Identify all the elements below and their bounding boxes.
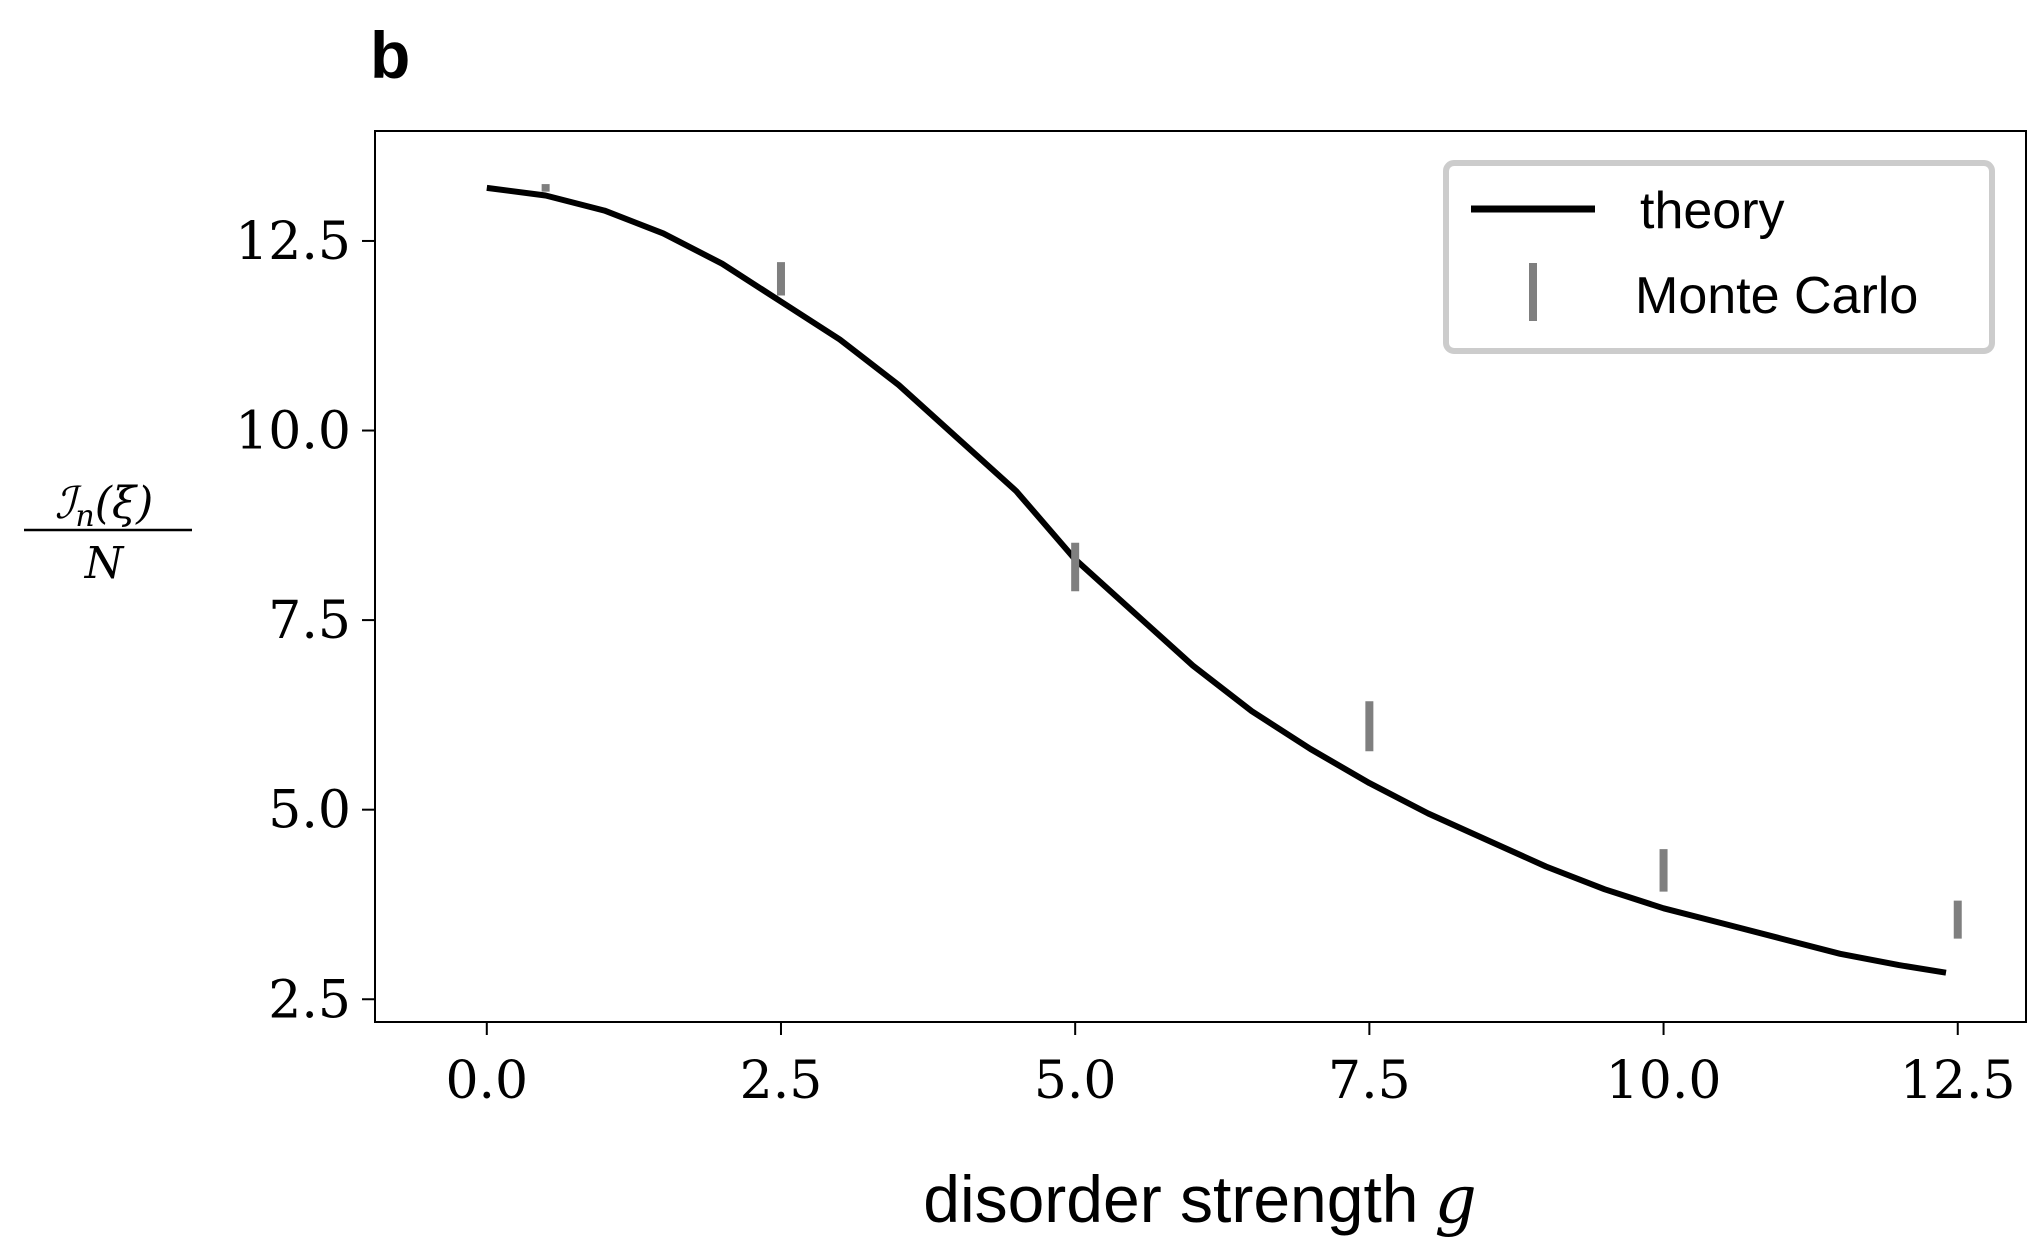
x-tick-label: 12.5 [1900,1051,2016,1111]
y-tick-label: 10.0 [235,402,351,462]
x-axis-label-symbol: g [1435,1161,1477,1238]
y-axis-ticks: 2.5 5.0 7.5 10.0 12.5 [235,212,375,1030]
x-axis-label: disorder strength g [923,1161,1477,1238]
x-tick-label: 10.0 [1606,1051,1722,1111]
y-axis-label-numerator: ℐn(ξ) [55,478,154,534]
x-tick-label: 5.0 [1034,1051,1117,1111]
x-tick-label: 2.5 [740,1051,823,1111]
x-axis-ticks: 0.0 2.5 5.0 7.5 10.0 12.5 [445,1022,2016,1111]
y-axis-label-subscript: n [75,499,94,534]
series-layer [486,184,1962,976]
x-tick-label: 0.0 [445,1051,528,1111]
y-axis-label-denominator: N [84,538,125,589]
x-tick-label: 7.5 [1328,1051,1411,1111]
plot-area-frame [374,130,2027,1023]
legend: theory Monte Carlo [1443,160,1995,354]
y-tick-label: 5.0 [268,781,351,841]
panel-label: b [370,18,410,92]
y-axis-label: ℐn(ξ) N [24,478,192,589]
y-tick-label: 7.5 [268,591,351,651]
legend-monte-carlo-label: Monte Carlo [1635,267,1918,325]
y-tick-label: 12.5 [235,212,351,272]
legend-theory-label: theory [1640,182,1785,240]
y-tick-label: 2.5 [268,970,351,1030]
theory-line [486,184,1947,976]
y-axis-label-argument: (ξ) [95,478,154,529]
x-axis-label-text: disorder strength [923,1162,1418,1236]
